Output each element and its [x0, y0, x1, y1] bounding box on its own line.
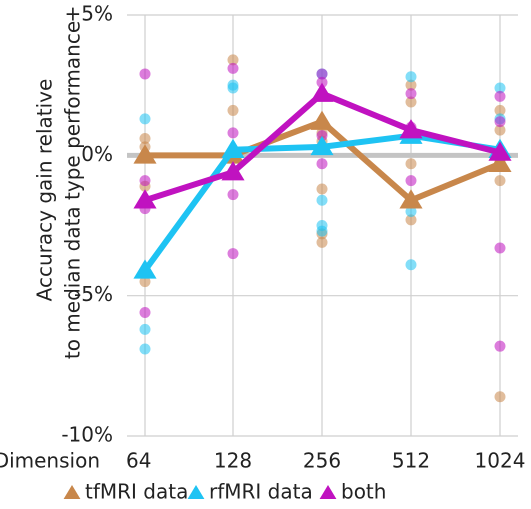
legend-label: tfMRI data — [85, 480, 188, 504]
y-label-group: Accuracy gain relative to median data ty… — [33, 21, 85, 359]
x-axis-label: Dimension — [0, 449, 100, 473]
sample-dot — [316, 130, 328, 142]
sample-dot — [316, 76, 328, 88]
sample-dot — [494, 116, 506, 128]
series-marker — [221, 138, 245, 158]
sample-dot — [494, 82, 506, 94]
sample-dot — [316, 183, 328, 195]
sample-dot — [227, 248, 239, 260]
sample-dot — [316, 225, 328, 237]
y-tick-label: 0% — [81, 142, 113, 166]
series-marker — [133, 144, 157, 164]
sample-dot — [139, 132, 151, 144]
sample-dot — [139, 175, 151, 187]
sample-dot — [494, 90, 506, 102]
sample-dot — [494, 104, 506, 116]
series-marker — [221, 161, 245, 181]
sample-dot — [405, 214, 417, 226]
sample-dot — [139, 68, 151, 80]
series-marker — [488, 141, 512, 161]
sample-dot — [405, 175, 417, 187]
legend-marker — [63, 485, 81, 499]
sample-dot — [227, 127, 239, 139]
series-marker — [488, 152, 512, 173]
sample-dot — [316, 194, 328, 206]
x-tick-label: 512 — [392, 449, 430, 473]
sample-dot — [405, 79, 417, 91]
sample-dot — [405, 71, 417, 83]
sample-dot — [316, 236, 328, 248]
series-marker — [133, 259, 157, 279]
sample-dot — [494, 391, 506, 403]
sample-dot — [494, 340, 506, 352]
legend-marker — [319, 485, 337, 499]
sample-dot — [405, 205, 417, 217]
sample-dot — [316, 158, 328, 170]
sample-dot — [139, 307, 151, 319]
sample-dot — [227, 189, 239, 201]
sample-dot — [227, 104, 239, 116]
sample-dot — [227, 82, 239, 94]
x-tick-label: 1024 — [475, 449, 526, 473]
sample-dot — [139, 113, 151, 125]
series-marker — [399, 189, 423, 209]
series-marker — [133, 189, 157, 209]
sample-dot — [405, 96, 417, 108]
legend-label: both — [341, 480, 386, 504]
y-axis-label: Accuracy gain relative — [33, 79, 57, 302]
series-marker — [399, 119, 423, 139]
y-tick-label: -5% — [74, 282, 113, 306]
sample-dot — [227, 54, 239, 66]
x-tick-label: 64 — [126, 449, 151, 473]
legend-label: rfMRI data — [209, 480, 313, 504]
sample-dot — [227, 62, 239, 74]
sample-dot — [139, 343, 151, 355]
sample-dot — [494, 124, 506, 136]
x-tick-label: 128 — [214, 449, 252, 473]
y-tick-label: -10% — [61, 423, 113, 447]
series-marker — [310, 135, 334, 156]
sample-dot — [139, 276, 151, 288]
y-axis-label: to median data type performance — [61, 21, 85, 359]
sample-dot — [494, 242, 506, 254]
sample-dot — [139, 323, 151, 335]
x-tick-label: 256 — [303, 449, 341, 473]
sample-dot — [405, 88, 417, 100]
sample-dot — [494, 175, 506, 187]
series-marker — [310, 110, 334, 130]
legend-marker — [187, 485, 205, 499]
series-marker — [310, 82, 334, 102]
y-tick-label: +5% — [65, 2, 114, 26]
sample-dot — [405, 158, 417, 170]
sample-dot — [316, 68, 328, 80]
sample-dot — [405, 259, 417, 271]
